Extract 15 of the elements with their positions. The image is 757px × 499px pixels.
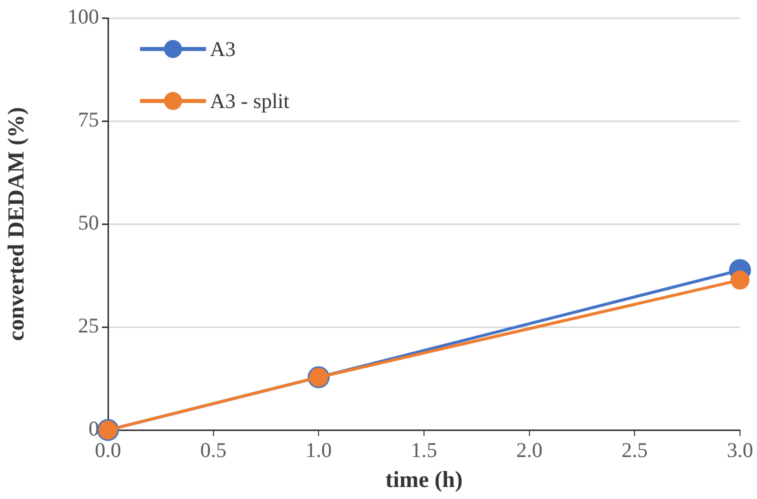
y-tick-label: 25 — [78, 314, 99, 338]
legend-label: A3 — [210, 36, 236, 62]
x-tick-label: 3.0 — [726, 438, 754, 462]
x-tick-label: 0.0 — [94, 438, 122, 462]
y-tick-label: 75 — [78, 108, 99, 132]
x-tick-label: 1.5 — [410, 438, 438, 462]
x-tick-label: 2.5 — [622, 438, 648, 462]
y-tick-label: 50 — [78, 210, 99, 235]
x-tick-label: 1.0 — [306, 438, 332, 462]
x-tick-label: 2.0 — [516, 438, 542, 462]
legend-label: A3 - split — [210, 88, 290, 114]
y-tick-label: 100 — [68, 4, 99, 29]
y-axis-title: converted DEDAM (%) — [4, 107, 29, 341]
x-axis-title: time (h) — [385, 467, 463, 492]
x-tick-label: 0.5 — [200, 438, 226, 462]
